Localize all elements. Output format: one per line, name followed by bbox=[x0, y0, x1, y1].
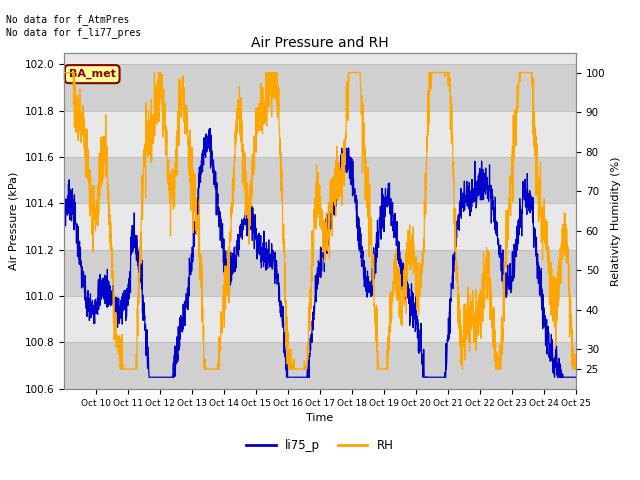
RH bbox=[111, 334, 119, 340]
Text: No data for f_AtmPres
No data for f_li77_pres: No data for f_AtmPres No data for f_li77… bbox=[6, 14, 141, 38]
Line: li75_p: li75_p bbox=[64, 128, 576, 377]
RH bbox=[565, 261, 573, 267]
RH bbox=[572, 366, 580, 372]
li75_p bbox=[60, 202, 68, 207]
li75_p bbox=[474, 178, 482, 184]
Line: RH: RH bbox=[64, 72, 576, 369]
Y-axis label: Air Pressure (kPa): Air Pressure (kPa) bbox=[9, 172, 19, 270]
RH bbox=[222, 287, 230, 293]
Y-axis label: Relativity Humidity (%): Relativity Humidity (%) bbox=[611, 156, 621, 286]
X-axis label: Time: Time bbox=[307, 413, 333, 423]
Title: Air Pressure and RH: Air Pressure and RH bbox=[251, 36, 389, 50]
li75_p bbox=[145, 374, 153, 380]
RH bbox=[474, 322, 482, 328]
li75_p bbox=[572, 374, 580, 380]
RH bbox=[503, 245, 511, 251]
RH bbox=[60, 70, 68, 75]
Bar bbox=[64, 204, 576, 250]
li75_p bbox=[111, 304, 119, 310]
li75_p bbox=[351, 186, 358, 192]
li75_p bbox=[503, 279, 511, 285]
RH bbox=[116, 366, 124, 372]
li75_p bbox=[207, 125, 214, 131]
RH bbox=[351, 70, 358, 75]
Text: BA_met: BA_met bbox=[69, 69, 116, 79]
Bar bbox=[64, 342, 576, 389]
Bar bbox=[64, 250, 576, 296]
Bar bbox=[64, 111, 576, 157]
li75_p bbox=[565, 374, 573, 380]
Bar bbox=[64, 157, 576, 204]
li75_p bbox=[222, 274, 230, 279]
Bar bbox=[64, 64, 576, 111]
Legend: li75_p, RH: li75_p, RH bbox=[241, 434, 399, 457]
Bar bbox=[64, 296, 576, 342]
